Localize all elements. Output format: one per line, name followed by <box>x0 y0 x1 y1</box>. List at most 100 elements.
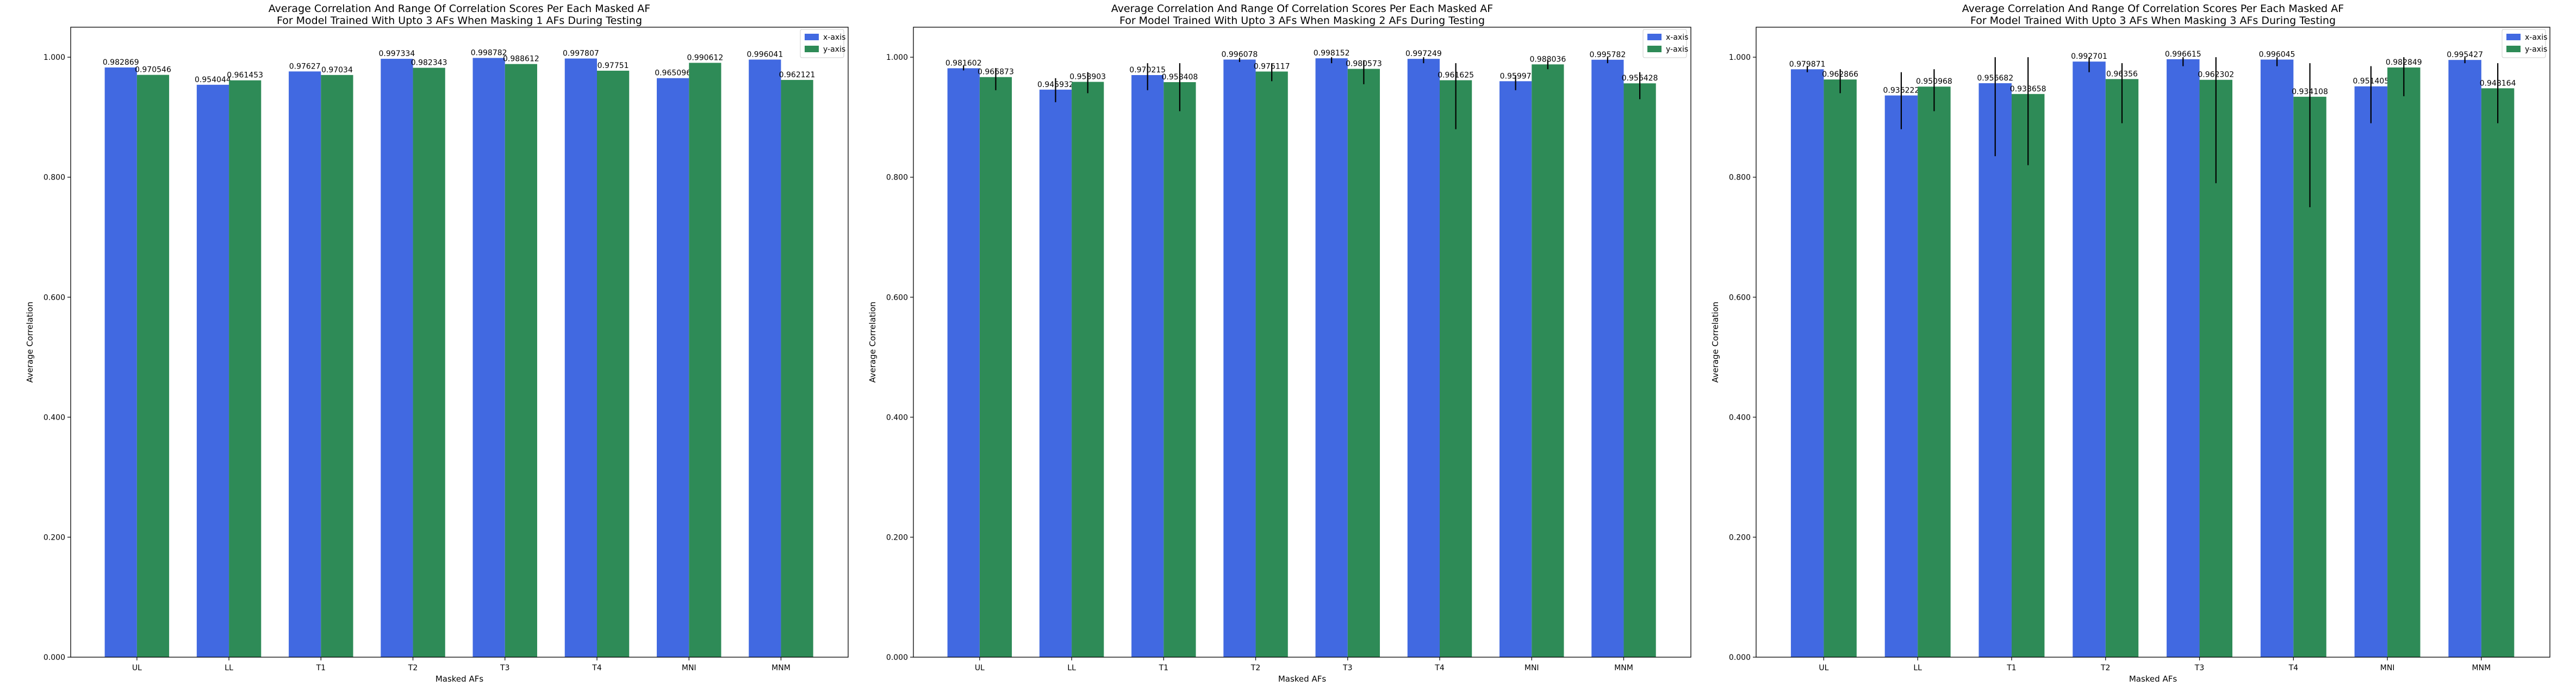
bar <box>1255 71 1288 657</box>
x-tick-label: T1 <box>2006 664 2016 672</box>
x-tick-label: MNI <box>2380 664 2395 672</box>
bar <box>2167 59 2200 658</box>
data-label: 0.954044 <box>195 76 231 84</box>
y-tick-label: 0.200 <box>1729 533 1751 542</box>
bar <box>689 63 721 658</box>
data-label: 0.945932 <box>1037 81 1074 89</box>
data-label: 0.956428 <box>1622 74 1658 83</box>
bar <box>1918 86 1951 658</box>
bar <box>196 84 229 657</box>
legend-label: x-axis <box>1666 33 1688 42</box>
data-label: 0.982869 <box>103 58 139 67</box>
data-label: 0.962302 <box>2198 71 2234 79</box>
data-label: 0.962866 <box>1822 70 1858 79</box>
data-label: 0.958903 <box>1069 72 1106 81</box>
x-tick-label: T3 <box>500 664 509 672</box>
bar <box>1790 69 1824 657</box>
y-tick-label: 0.000 <box>1729 653 1751 662</box>
legend-label: y-axis <box>2525 45 2547 54</box>
bar <box>979 77 1012 657</box>
data-label: 0.997334 <box>379 50 415 58</box>
data-label: 0.97627 <box>289 62 321 71</box>
legend-swatch <box>805 46 819 52</box>
x-tick-label: UL <box>1819 664 1828 672</box>
data-label: 0.996045 <box>2259 51 2295 59</box>
bar <box>1407 59 1440 658</box>
x-tick-label: MNI <box>682 664 696 672</box>
chart-subtitle: For Model Trained With Upto 3 AFs When M… <box>277 15 642 27</box>
x-tick-label: LL <box>1067 664 1076 672</box>
x-tick-label: T2 <box>2100 664 2110 672</box>
x-tick-label: T1 <box>1159 664 1168 672</box>
bar <box>1347 69 1380 657</box>
y-tick-label: 0.800 <box>886 174 908 182</box>
data-label: 0.966873 <box>978 68 1014 77</box>
bar <box>505 64 537 658</box>
bar <box>289 71 321 657</box>
data-label: 0.95997 <box>1500 72 1532 81</box>
x-axis-label: Masked AFs <box>2129 674 2177 684</box>
data-label: 0.996615 <box>2165 50 2201 59</box>
data-label: 0.97034 <box>321 66 353 75</box>
chart-title: Average Correlation And Range Of Correla… <box>1111 3 1493 15</box>
bar <box>2260 59 2294 658</box>
y-tick-label: 0.400 <box>1729 413 1751 422</box>
x-tick-label: MNI <box>1525 664 1539 672</box>
y-tick-label: 0.600 <box>43 293 65 302</box>
data-label: 0.996041 <box>746 51 783 59</box>
x-tick-label: LL <box>1913 664 1922 672</box>
bar <box>597 70 630 657</box>
bar <box>2354 86 2388 657</box>
y-tick-label: 0.600 <box>1729 293 1751 302</box>
legend-swatch <box>805 34 819 40</box>
x-tick-label: LL <box>225 664 233 672</box>
y-axis-label: Average Correlation <box>868 301 878 382</box>
legend-label: y-axis <box>1666 45 1688 54</box>
y-tick-label: 1.000 <box>1729 53 1751 62</box>
plot-frame <box>1756 27 2550 658</box>
x-tick-label: MNM <box>771 664 791 672</box>
y-tick-label: 0.400 <box>43 413 65 422</box>
x-tick-label: UL <box>132 664 142 672</box>
y-tick-label: 0.400 <box>886 413 908 422</box>
bar <box>2011 94 2045 658</box>
bar <box>749 59 781 658</box>
data-label: 0.998152 <box>1314 49 1350 58</box>
chart-panel: Average Correlation And Range Of Correla… <box>868 3 1691 684</box>
chart-panel: Average Correlation And Range Of Correla… <box>1710 3 2550 684</box>
bar <box>1532 64 1564 658</box>
x-tick-label: T3 <box>2194 664 2204 672</box>
data-label: 0.995427 <box>2447 51 2483 59</box>
data-label: 0.938658 <box>2010 85 2046 94</box>
bar <box>2073 61 2106 657</box>
bar <box>1499 81 1532 657</box>
x-tick-label: T4 <box>2288 664 2299 672</box>
x-tick-label: UL <box>975 664 985 672</box>
x-tick-label: T2 <box>1250 664 1260 672</box>
legend-label: x-axis <box>823 33 845 42</box>
data-label: 0.936222 <box>1883 86 1920 95</box>
chart-subtitle: For Model Trained With Upto 3 AFs When M… <box>1119 15 1485 27</box>
data-label: 0.990612 <box>687 53 723 62</box>
y-tick-label: 0.800 <box>43 174 65 182</box>
y-axis-label: Average Correlation <box>1710 301 1720 382</box>
data-label: 0.956682 <box>1977 74 2013 83</box>
x-axis-label: Masked AFs <box>435 674 484 684</box>
data-label: 0.997249 <box>1405 50 1442 58</box>
data-label: 0.965096 <box>655 69 691 78</box>
x-tick-label: T1 <box>316 664 326 672</box>
bar <box>564 58 597 658</box>
data-label: 0.982343 <box>411 59 447 67</box>
data-label: 0.958408 <box>1162 73 1198 82</box>
data-label: 0.950968 <box>1916 77 1952 86</box>
bar <box>472 58 505 658</box>
data-label: 0.970215 <box>1129 66 1166 75</box>
data-label: 0.979871 <box>1789 60 1826 69</box>
bar <box>381 59 413 657</box>
y-axis-label: Average Correlation <box>25 301 35 382</box>
x-axis-label: Masked AFs <box>1278 674 1327 684</box>
x-tick-label: MNM <box>1614 664 1633 672</box>
bar <box>2105 79 2139 658</box>
legend-swatch <box>1647 46 1662 52</box>
plot-frame <box>913 27 1691 658</box>
